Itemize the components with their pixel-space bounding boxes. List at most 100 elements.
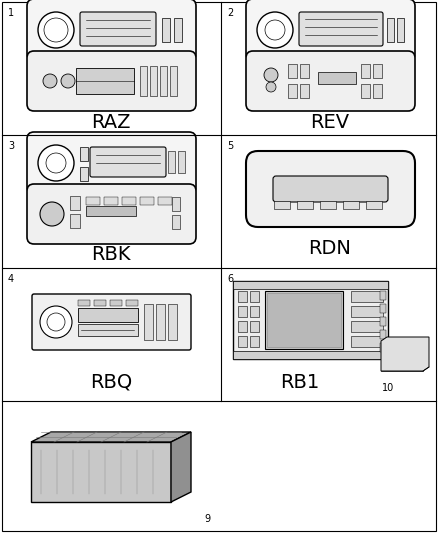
Text: RBQ: RBQ: [90, 373, 132, 392]
Bar: [170, 66, 177, 96]
Bar: [250, 321, 259, 332]
Polygon shape: [31, 442, 171, 502]
Bar: [380, 304, 386, 313]
Text: 1: 1: [8, 8, 14, 18]
Bar: [122, 197, 136, 205]
FancyBboxPatch shape: [246, 51, 415, 111]
Bar: [373, 84, 382, 98]
Circle shape: [38, 12, 74, 48]
Bar: [94, 300, 106, 306]
Bar: [172, 197, 180, 211]
Bar: [233, 351, 388, 359]
FancyBboxPatch shape: [32, 294, 191, 350]
Bar: [110, 300, 122, 306]
Bar: [380, 291, 386, 300]
Bar: [297, 201, 313, 209]
Bar: [140, 66, 147, 96]
Bar: [351, 336, 383, 347]
Bar: [144, 304, 153, 340]
Bar: [380, 317, 386, 326]
Text: 5: 5: [227, 141, 233, 151]
Polygon shape: [31, 432, 191, 442]
Bar: [373, 64, 382, 78]
Circle shape: [38, 145, 74, 181]
Bar: [150, 66, 157, 96]
Text: 9: 9: [204, 514, 210, 524]
FancyBboxPatch shape: [27, 132, 196, 194]
Bar: [233, 281, 388, 359]
Bar: [397, 18, 404, 42]
Bar: [76, 68, 134, 94]
FancyBboxPatch shape: [299, 12, 383, 46]
FancyBboxPatch shape: [246, 0, 415, 61]
Bar: [168, 151, 175, 173]
Bar: [320, 201, 336, 209]
FancyBboxPatch shape: [27, 184, 196, 244]
Text: RAZ: RAZ: [91, 112, 131, 132]
Text: REV: REV: [311, 112, 350, 132]
Bar: [158, 197, 172, 205]
Text: RDN: RDN: [308, 239, 351, 259]
Bar: [288, 64, 297, 78]
Bar: [140, 197, 154, 205]
Bar: [366, 201, 382, 209]
Bar: [160, 66, 167, 96]
Text: RBK: RBK: [91, 246, 131, 264]
Bar: [70, 196, 80, 210]
Bar: [162, 18, 170, 42]
Circle shape: [257, 12, 293, 48]
Bar: [343, 201, 359, 209]
Bar: [233, 281, 388, 289]
Bar: [172, 215, 180, 229]
Bar: [178, 151, 185, 173]
FancyBboxPatch shape: [80, 12, 156, 46]
Bar: [238, 291, 247, 302]
Text: 6: 6: [227, 274, 233, 284]
Bar: [238, 321, 247, 332]
FancyBboxPatch shape: [273, 176, 388, 202]
Polygon shape: [381, 337, 429, 371]
Bar: [80, 147, 88, 161]
Bar: [80, 167, 88, 181]
Bar: [86, 206, 136, 216]
Text: 10: 10: [382, 383, 394, 393]
FancyBboxPatch shape: [27, 51, 196, 111]
Bar: [168, 304, 177, 340]
Bar: [70, 214, 80, 228]
Bar: [318, 72, 356, 84]
Bar: [238, 336, 247, 347]
Bar: [250, 336, 259, 347]
Circle shape: [61, 74, 75, 88]
Bar: [250, 306, 259, 317]
Bar: [238, 306, 247, 317]
Text: 2: 2: [227, 8, 233, 18]
Bar: [86, 197, 100, 205]
Circle shape: [266, 82, 276, 92]
Bar: [265, 291, 343, 349]
Bar: [300, 64, 309, 78]
Bar: [361, 64, 370, 78]
Bar: [104, 197, 118, 205]
Bar: [351, 291, 383, 302]
FancyBboxPatch shape: [90, 147, 166, 177]
Bar: [387, 18, 394, 42]
Bar: [78, 300, 90, 306]
Bar: [78, 324, 138, 336]
Bar: [126, 300, 138, 306]
Text: 3: 3: [8, 141, 14, 151]
Text: 4: 4: [8, 274, 14, 284]
Bar: [351, 306, 383, 317]
Polygon shape: [171, 432, 191, 502]
Bar: [351, 321, 383, 332]
Circle shape: [264, 68, 278, 82]
Circle shape: [40, 202, 64, 226]
Bar: [174, 18, 182, 42]
FancyBboxPatch shape: [246, 151, 415, 227]
Bar: [267, 293, 341, 347]
Bar: [78, 308, 138, 322]
Bar: [156, 304, 165, 340]
FancyBboxPatch shape: [27, 0, 196, 61]
Text: RB1: RB1: [280, 373, 320, 392]
Circle shape: [40, 306, 72, 338]
Bar: [288, 84, 297, 98]
